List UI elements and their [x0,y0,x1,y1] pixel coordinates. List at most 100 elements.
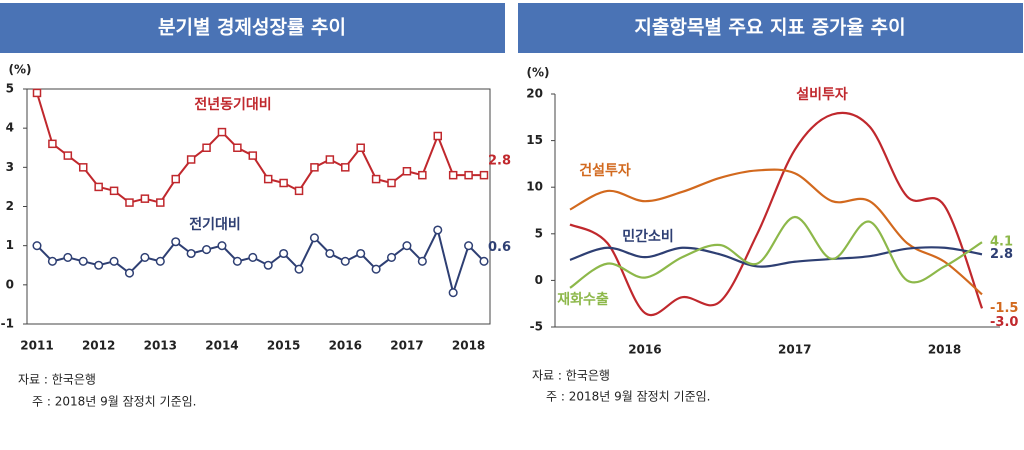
point-marker [47,256,57,266]
x-tick-label: 2016 [628,343,661,357]
y-tick-label: 0 [535,273,543,287]
point-marker [464,241,474,251]
y-tick-label: 15 [526,133,543,147]
point-marker [356,248,366,259]
point-marker [279,178,288,188]
y-tick-label: 3 [6,160,14,174]
y-tick-label: -1 [1,317,14,331]
point-marker [63,252,73,262]
end-value-label: 2.8 [990,247,1013,262]
end-value-label: -3.0 [990,315,1018,330]
footnote: 자료 : 한국은행 [532,368,610,383]
point-marker [402,167,412,176]
point-marker [217,241,227,251]
point-marker [171,174,180,184]
end-value-label: 4.1 [990,235,1013,250]
x-tick-label: 2017 [390,339,423,353]
point-marker [171,237,181,247]
x-tick-label: 2014 [205,339,238,353]
y-tick-label: 2 [6,199,14,213]
point-marker [386,252,397,262]
y-tick-label: -5 [530,320,543,334]
point-marker [371,264,381,274]
point-marker [433,225,443,235]
point-marker [325,248,335,259]
point-marker [371,174,381,184]
series-name: 전기대비 [189,216,241,233]
point-marker [448,170,458,180]
x-tick-label: 2018 [928,343,961,357]
unit-label: (%) [527,66,550,80]
point-marker [232,256,242,266]
x-tick-label: 2016 [329,339,362,353]
point-marker [294,264,304,274]
y-tick-label: 5 [535,226,543,240]
point-marker [387,178,396,188]
series-line [569,215,983,289]
chart-title: 분기별 경제성장률 추이 [158,17,346,39]
end-value-label: -1.5 [990,301,1018,316]
point-marker [479,256,489,266]
point-marker [263,174,273,184]
point-marker [78,256,88,266]
series-name: 설비투자 [796,87,848,103]
point-marker [125,198,134,207]
point-marker [310,163,319,172]
title-banner [518,3,1023,53]
series-line [569,168,983,296]
chart-title: 지출항목별 주요 지표 증가율 추이 [634,17,905,39]
point-marker [448,288,458,298]
point-marker [417,256,427,266]
point-marker [263,260,273,270]
x-tick-label: 2017 [778,343,811,357]
point-marker [202,143,211,152]
footnote: 주 : 2018년 9월 잠정치 기준임. [32,395,196,409]
point-marker [94,182,103,192]
series-name: 건설투자 [579,162,631,179]
plot-frame [26,88,491,325]
series-line [569,246,983,268]
end-value-label: 2.8 [488,154,511,169]
point-marker [124,268,135,278]
point-marker [464,170,473,180]
point-marker [479,170,489,180]
point-marker [186,155,196,164]
footnote: 주 : 2018년 9월 잠정치 기준임. [546,390,710,404]
point-marker [156,198,165,207]
y-tick-label: 1 [6,238,14,252]
point-marker [233,143,242,152]
point-marker [140,194,150,203]
point-marker [32,88,42,98]
point-marker [109,186,119,196]
y-tick-label: 20 [526,87,543,101]
series-name: 전년동기대비 [194,96,271,113]
point-marker [94,260,104,270]
point-marker [294,186,304,196]
point-marker [202,245,212,255]
y-tick-label: 4 [6,121,14,135]
footnote: 자료 : 한국은행 [18,372,96,387]
point-marker [32,241,42,251]
point-marker [402,241,412,251]
point-marker [140,252,150,262]
point-marker [248,151,258,160]
point-marker [356,143,365,152]
title-banner [0,3,505,53]
x-tick-label: 2018 [452,339,485,353]
point-marker [48,139,57,149]
y-tick-label: 10 [526,180,543,194]
point-marker [433,131,443,141]
point-marker [78,163,88,172]
point-marker [279,248,289,259]
point-marker [217,127,227,137]
series-line [569,111,984,317]
y-tick-label: 0 [6,277,14,291]
point-marker [341,163,350,172]
x-tick-label: 2011 [20,339,53,353]
point-marker [63,151,73,160]
x-tick-label: 2015 [267,339,300,353]
point-marker [418,170,427,180]
point-marker [186,248,196,259]
x-tick-label: 2013 [144,339,177,353]
